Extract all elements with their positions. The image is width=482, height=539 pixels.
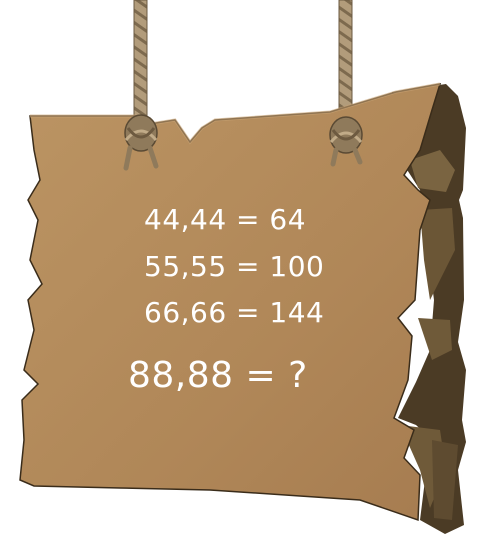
right-rope-knot [329,116,363,167]
left-rope-knot [123,114,159,171]
equation-line-2: 55,55 = 100 [144,250,325,283]
question-equation: 88,88 = ? [128,355,308,396]
equation-line-1: 44,44 = 64 [144,203,307,236]
left-rope [133,0,148,121]
equation-line-3: 66,66 = 144 [144,296,325,329]
board-edge [392,84,466,534]
right-rope [338,0,353,121]
